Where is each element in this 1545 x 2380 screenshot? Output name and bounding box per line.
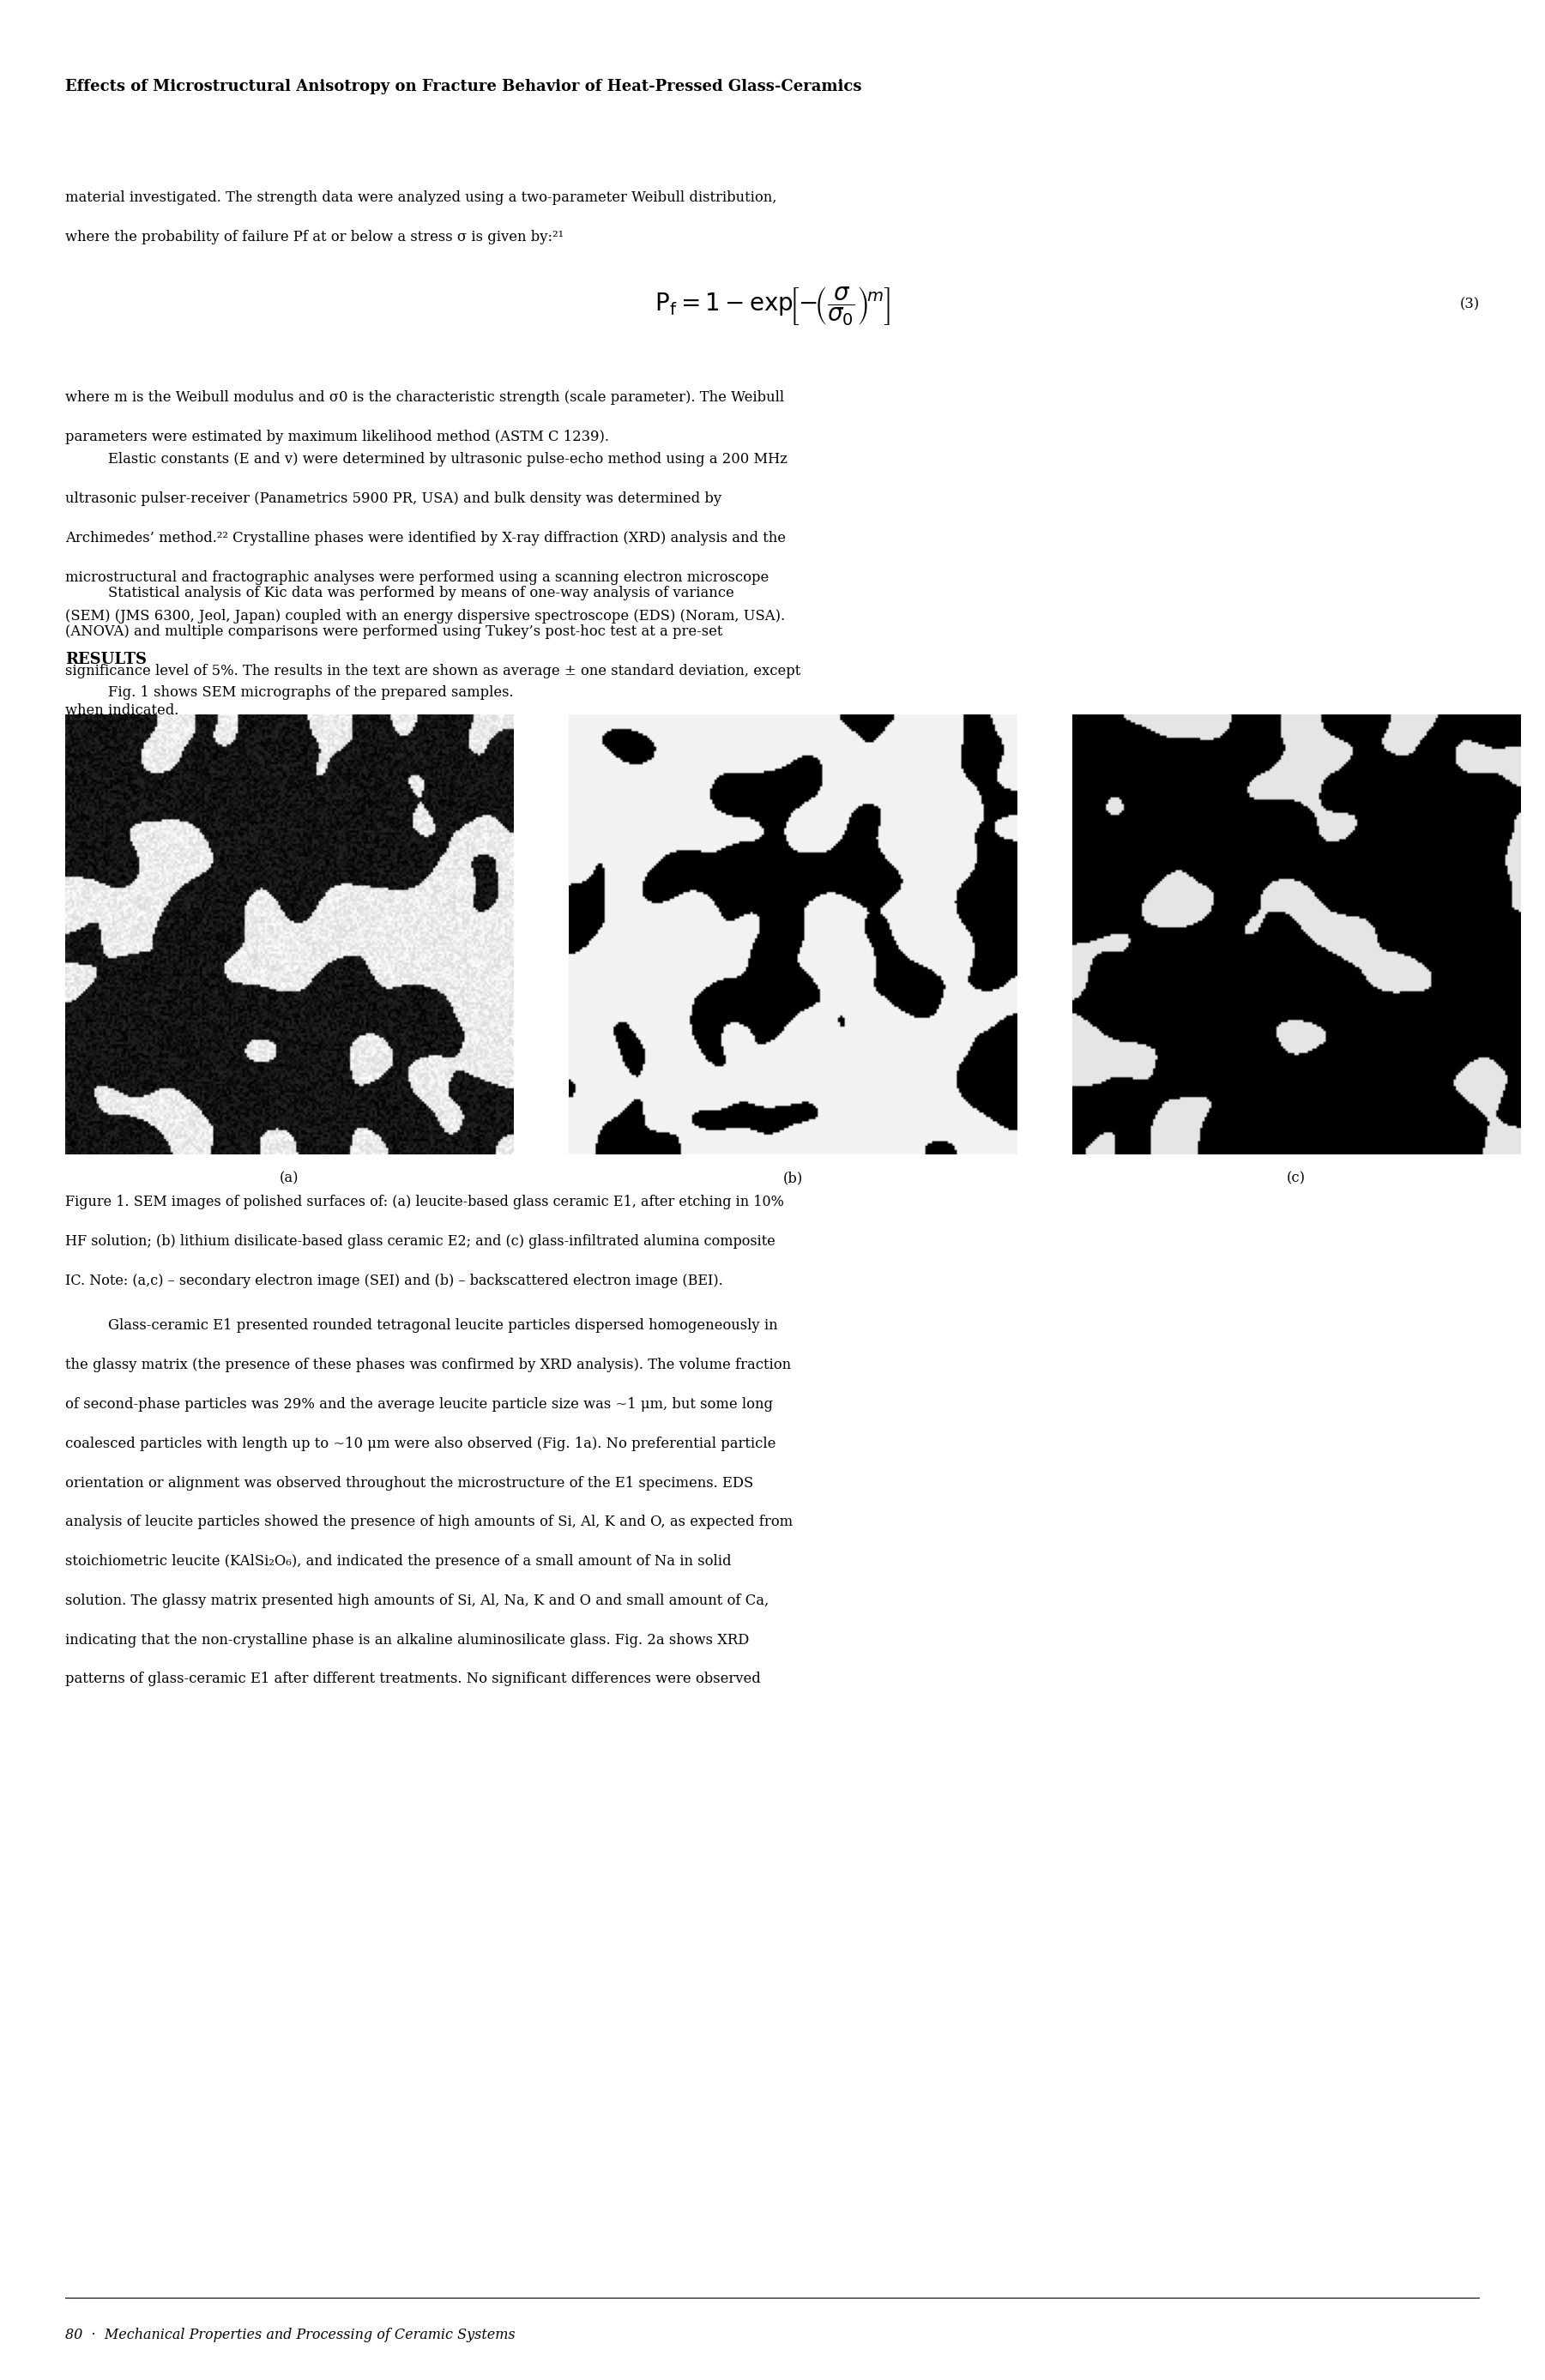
Text: where m is the Weibull modulus and σ0 is the characteristic strength (scale para: where m is the Weibull modulus and σ0 is… [65,390,783,405]
Text: (a): (a) [280,1171,298,1185]
Text: (3): (3) [1460,298,1480,312]
Text: Figure 1. SEM images of polished surfaces of: (a) leucite-based glass ceramic E1: Figure 1. SEM images of polished surface… [65,1195,783,1209]
Text: Glass-ceramic E1 presented rounded tetragonal leucite particles dispersed homoge: Glass-ceramic E1 presented rounded tetra… [108,1319,777,1333]
Text: (c): (c) [1287,1171,1306,1185]
Text: significance level of 5%. The results in the text are shown as average ± one sta: significance level of 5%. The results in… [65,664,800,678]
Text: analysis of leucite particles showed the presence of high amounts of Si, Al, K a: analysis of leucite particles showed the… [65,1516,793,1530]
Text: where the probability of failure Pf at or below a stress σ is given by:²¹: where the probability of failure Pf at o… [65,228,564,245]
Text: material investigated. The strength data were analyzed using a two-parameter Wei: material investigated. The strength data… [65,190,777,205]
Text: 80  ·  Mechanical Properties and Processing of Ceramic Systems: 80 · Mechanical Properties and Processin… [65,2328,514,2342]
Text: Fig. 1 shows SEM micrographs of the prepared samples.: Fig. 1 shows SEM micrographs of the prep… [108,685,513,700]
Text: the glassy matrix (the presence of these phases was confirmed by XRD analysis). : the glassy matrix (the presence of these… [65,1357,791,1373]
Text: indicating that the non-crystalline phase is an alkaline aluminosilicate glass. : indicating that the non-crystalline phas… [65,1633,749,1647]
Text: Elastic constants (E and v) were determined by ultrasonic pulse-echo method usin: Elastic constants (E and v) were determi… [108,452,788,466]
Text: IC. Note: (a,c) – secondary electron image (SEI) and (b) – backscattered electro: IC. Note: (a,c) – secondary electron ima… [65,1273,723,1288]
Text: (ANOVA) and multiple comparisons were performed using Tukey’s post-hoc test at a: (ANOVA) and multiple comparisons were pe… [65,624,723,640]
Text: (SEM) (JMS 6300, Jeol, Japan) coupled with an energy dispersive spectroscope (ED: (SEM) (JMS 6300, Jeol, Japan) coupled wi… [65,609,785,624]
Text: Statistical analysis of Kic data was performed by means of one-way analysis of v: Statistical analysis of Kic data was per… [108,585,734,600]
Text: when indicated.: when indicated. [65,704,179,719]
Text: RESULTS: RESULTS [65,652,147,666]
Text: Archimedes’ method.²² Crystalline phases were identified by X-ray diffraction (X: Archimedes’ method.²² Crystalline phases… [65,531,785,545]
Text: of second-phase particles was 29% and the average leucite particle size was ~1 μ: of second-phase particles was 29% and th… [65,1397,773,1411]
Text: coalesced particles with length up to ~10 μm were also observed (Fig. 1a). No pr: coalesced particles with length up to ~1… [65,1435,776,1452]
Text: Effects of Microstructural Anisotropy on Fracture Behavior of Heat-Pressed Glass: Effects of Microstructural Anisotropy on… [65,79,862,93]
Text: HF solution; (b) lithium disilicate-based glass ceramic E2; and (c) glass-infilt: HF solution; (b) lithium disilicate-base… [65,1233,776,1250]
Text: stoichiometric leucite (KAlSi₂O₆), and indicated the presence of a small amount : stoichiometric leucite (KAlSi₂O₆), and i… [65,1554,731,1568]
Text: microstructural and fractographic analyses were performed using a scanning elect: microstructural and fractographic analys… [65,569,768,585]
Text: solution. The glassy matrix presented high amounts of Si, Al, Na, K and O and sm: solution. The glassy matrix presented hi… [65,1595,768,1609]
Text: patterns of glass-ceramic E1 after different treatments. No significant differen: patterns of glass-ceramic E1 after diffe… [65,1671,760,1687]
Text: ultrasonic pulser-receiver (Panametrics 5900 PR, USA) and bulk density was deter: ultrasonic pulser-receiver (Panametrics … [65,490,722,507]
Text: $\mathrm{P_f = 1-exp}\!\left[-\!\left(\dfrac{\sigma}{\sigma_0}\right)^{\!m}\righ: $\mathrm{P_f = 1-exp}\!\left[-\!\left(\d… [655,286,890,328]
Text: parameters were estimated by maximum likelihood method (ASTM C 1239).: parameters were estimated by maximum lik… [65,428,609,445]
Text: (b): (b) [783,1171,802,1185]
Text: orientation or alignment was observed throughout the microstructure of the E1 sp: orientation or alignment was observed th… [65,1476,752,1490]
